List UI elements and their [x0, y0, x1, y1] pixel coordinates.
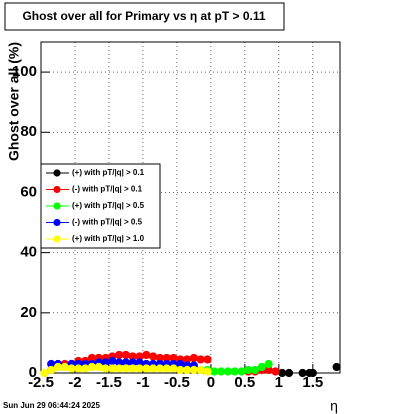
- x-tick-label: 1.5: [302, 374, 323, 391]
- y-tick-label: 40: [20, 244, 37, 261]
- data-point: [121, 364, 131, 373]
- y-tick-label: 0: [29, 364, 37, 381]
- x-tick-label: 1: [275, 374, 283, 391]
- data-point: [298, 368, 307, 378]
- data-point: [115, 364, 124, 373]
- legend-label: (+) with pT/|q| > 1.0: [72, 234, 145, 243]
- y-tick-label: 20: [20, 304, 37, 321]
- timestamp: Sun Jun 29 06:44:24 2025: [3, 401, 100, 410]
- legend-label: (-) with pT/|q| > 0.5: [72, 218, 143, 227]
- title-box: [4, 2, 285, 31]
- data-point: [250, 365, 260, 375]
- data-point: [149, 352, 158, 361]
- data-point: [223, 367, 232, 376]
- data-point: [108, 356, 117, 366]
- x-tick-label: -2: [68, 374, 81, 391]
- data-point: [60, 362, 69, 372]
- data-point: [189, 353, 198, 363]
- x-tick-label: -0.5: [164, 374, 190, 391]
- data-point: [264, 359, 273, 369]
- data-point: [142, 364, 151, 373]
- data-point: [278, 368, 287, 378]
- data-point: [47, 365, 56, 375]
- legend-label: (+) with pT/|q| > 0.5: [72, 201, 145, 210]
- data-point: [101, 364, 110, 373]
- data-point: [67, 364, 76, 373]
- x-tick-label: -2.5: [28, 374, 54, 391]
- data-point: [87, 362, 97, 372]
- y-tick-label: 60: [20, 183, 37, 200]
- data-point: [40, 368, 49, 378]
- data-point: [203, 355, 212, 364]
- legend-marker: [53, 169, 61, 177]
- legend-label: (-) with pT/|q| > 0.1: [72, 185, 143, 194]
- legend-marker: [53, 185, 61, 194]
- data-point: [108, 364, 117, 373]
- data-point: [216, 367, 226, 376]
- x-tick-label: 0.5: [234, 374, 255, 391]
- data-point: [257, 362, 266, 372]
- data-point: [115, 350, 124, 360]
- data-point: [332, 362, 341, 372]
- x-tick-label: 0: [207, 374, 215, 391]
- x-tick-label: -1: [136, 374, 149, 391]
- data-point: [53, 362, 63, 372]
- data-point: [162, 364, 171, 373]
- x-tick-label: -1.5: [96, 374, 122, 391]
- data-point: [203, 367, 212, 376]
- data-point: [155, 364, 165, 373]
- legend-marker: [53, 235, 61, 243]
- legend-marker: [53, 202, 61, 210]
- y-axis-label: Ghost over all (%): [6, 42, 22, 161]
- chart-title: Ghost over all for Primary vs η at pT > …: [22, 9, 265, 23]
- data-point: [237, 367, 246, 376]
- legend-marker: [53, 218, 61, 227]
- data-point: [142, 350, 151, 360]
- data-point: [74, 364, 83, 373]
- data-point: [308, 368, 317, 378]
- data-point: [94, 362, 103, 372]
- x-axis-label: η: [330, 398, 338, 414]
- data-point: [169, 364, 178, 373]
- data-point: [121, 350, 131, 360]
- data-point: [230, 367, 239, 376]
- data-point: [149, 364, 158, 373]
- data-point: [210, 367, 219, 376]
- data-point: [271, 367, 280, 376]
- data-point: [81, 364, 90, 373]
- data-point: [196, 365, 205, 375]
- data-point: [135, 364, 144, 373]
- legend-label: (+) with pT/|q| > 0.1: [72, 168, 145, 177]
- data-point: [176, 365, 185, 375]
- data-point: [128, 364, 137, 373]
- data-point: [244, 365, 253, 375]
- data-point: [189, 365, 198, 375]
- data-point: [196, 355, 205, 364]
- y-tick-label: 100: [12, 63, 37, 80]
- data-point: [183, 365, 192, 375]
- y-tick-label: 80: [20, 123, 37, 140]
- data-point: [284, 368, 294, 378]
